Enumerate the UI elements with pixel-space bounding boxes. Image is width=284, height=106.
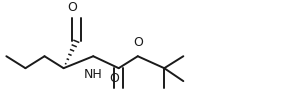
Text: O: O — [67, 1, 77, 14]
Text: O: O — [110, 72, 119, 85]
Text: O: O — [133, 36, 143, 49]
Text: NH: NH — [84, 68, 103, 81]
